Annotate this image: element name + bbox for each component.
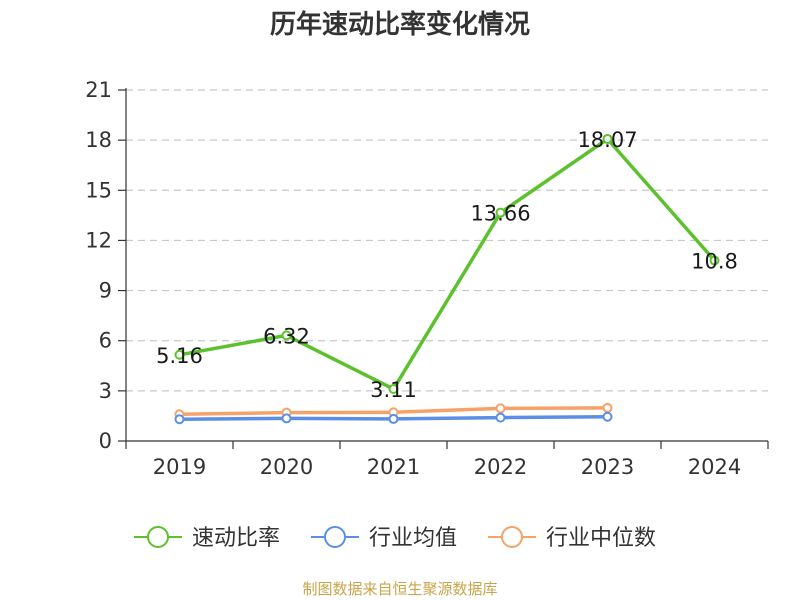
axes: 0 3 6 9 12 15 18 21 2019 2020 2021 2022 2023 2024 bbox=[85, 78, 769, 479]
x-tick-label: 2019 bbox=[153, 455, 206, 479]
series-line bbox=[179, 137, 716, 391]
y-tick-label: 18 bbox=[85, 128, 112, 152]
x-tick-label: 2021 bbox=[367, 455, 420, 479]
x-tick-label: 2023 bbox=[581, 455, 634, 479]
data-labels: 5.16 6.32 3.11 13.66 18.07 10.8 bbox=[156, 128, 738, 402]
y-tick-label: 0 bbox=[99, 429, 112, 453]
data-point bbox=[281, 413, 292, 424]
data-point bbox=[602, 411, 613, 422]
data-point bbox=[602, 402, 613, 413]
data-label: 10.8 bbox=[691, 249, 738, 273]
legend-item[interactable]: 行业均值 bbox=[311, 526, 457, 551]
data-label: 5.16 bbox=[156, 344, 203, 368]
x-tick-label: 2022 bbox=[474, 455, 527, 479]
series bbox=[174, 133, 720, 425]
data-label: 13.66 bbox=[470, 202, 530, 226]
data-point bbox=[388, 413, 399, 424]
data-point bbox=[602, 133, 613, 144]
data-point bbox=[495, 412, 506, 423]
legend: 速动比率 行业均值 行业中位数 bbox=[134, 526, 656, 551]
data-point bbox=[388, 384, 399, 395]
legend-label: 速动比率 bbox=[192, 526, 280, 551]
y-tick-label: 12 bbox=[85, 228, 112, 252]
legend-item[interactable]: 行业中位数 bbox=[488, 526, 656, 551]
y-tick-label: 9 bbox=[99, 279, 112, 303]
y-tick-label: 3 bbox=[99, 379, 112, 403]
legend-label: 行业均值 bbox=[369, 526, 457, 551]
data-point bbox=[495, 207, 506, 218]
legend-item[interactable]: 速动比率 bbox=[134, 526, 280, 551]
y-tick-label: 21 bbox=[85, 78, 112, 102]
data-point bbox=[281, 330, 292, 341]
source-note: 制图数据来自恒生聚源数据库 bbox=[302, 580, 497, 598]
x-tick-label: 2020 bbox=[260, 455, 313, 479]
legend-marker bbox=[147, 526, 169, 548]
data-label: 3.11 bbox=[370, 378, 417, 402]
y-tick-label: 15 bbox=[85, 178, 112, 202]
chart-title: 历年速动比率变化情况 bbox=[270, 9, 530, 40]
legend-marker bbox=[324, 526, 346, 548]
x-tick-label: 2024 bbox=[688, 455, 741, 479]
data-point bbox=[174, 414, 185, 425]
data-point bbox=[709, 255, 720, 266]
y-tick-label: 6 bbox=[99, 329, 112, 353]
data-point bbox=[495, 403, 506, 414]
data-label: 6.32 bbox=[263, 324, 310, 348]
data-label: 18.07 bbox=[577, 128, 637, 152]
legend-marker bbox=[501, 526, 523, 548]
data-point bbox=[174, 349, 185, 360]
legend-label: 行业中位数 bbox=[546, 526, 656, 551]
